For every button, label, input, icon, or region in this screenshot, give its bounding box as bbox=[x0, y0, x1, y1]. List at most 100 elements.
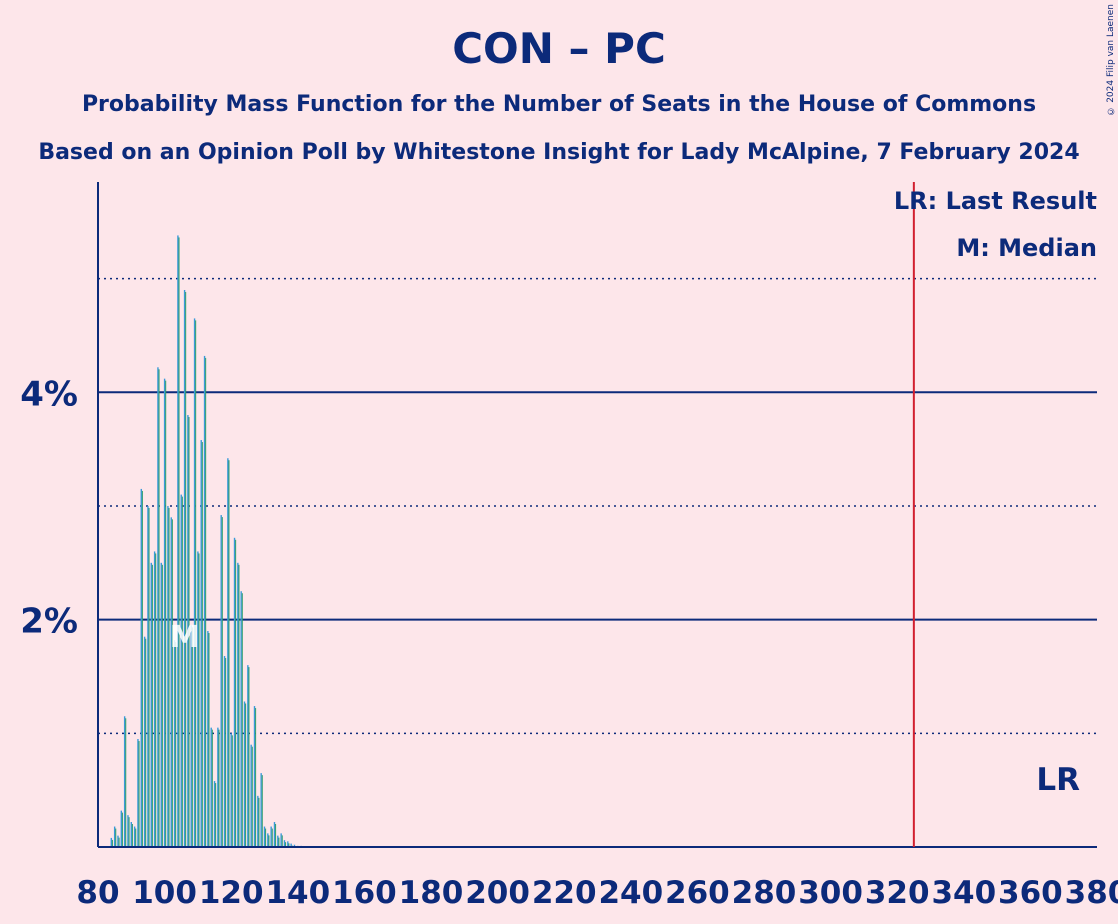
chart-source: Based on an Opinion Poll by Whitestone I… bbox=[38, 140, 1080, 165]
bar-shade bbox=[251, 746, 253, 847]
bar-shade bbox=[205, 357, 207, 847]
x-tick-label: 240 bbox=[598, 875, 663, 911]
y-tick-labels: 2% 4% bbox=[20, 374, 78, 641]
bar-shade bbox=[148, 507, 150, 847]
bar bbox=[267, 833, 269, 847]
bar-shade bbox=[275, 823, 277, 847]
bar-shade bbox=[215, 783, 217, 847]
bar bbox=[140, 488, 142, 847]
bar bbox=[237, 562, 239, 847]
bar-shade bbox=[268, 835, 270, 847]
bar bbox=[213, 781, 216, 847]
x-tick-label: 340 bbox=[931, 875, 996, 911]
bar bbox=[263, 826, 266, 847]
bar-shade bbox=[285, 842, 287, 847]
bar-shade bbox=[131, 823, 133, 847]
bar bbox=[147, 505, 149, 847]
y-tick-label: 2% bbox=[20, 602, 78, 642]
bar bbox=[120, 810, 123, 847]
bar-shade bbox=[168, 507, 170, 847]
bar-shade bbox=[175, 642, 177, 847]
bar bbox=[183, 289, 186, 847]
bar-shade bbox=[111, 839, 113, 847]
bar-shade bbox=[238, 564, 240, 847]
x-tick-label: 100 bbox=[132, 875, 197, 911]
bar bbox=[207, 631, 209, 847]
y-tick-label: 4% bbox=[20, 374, 78, 414]
bar-shade bbox=[265, 828, 267, 847]
bar-shade bbox=[228, 460, 230, 847]
bar-shade bbox=[211, 729, 213, 847]
bar bbox=[197, 551, 199, 847]
bar bbox=[217, 727, 219, 847]
bar-shade bbox=[188, 417, 190, 847]
bar bbox=[180, 494, 182, 847]
bar-shade bbox=[258, 797, 260, 847]
x-tick-label: 380 bbox=[1065, 875, 1118, 911]
bar-shade bbox=[245, 703, 247, 847]
bar-shade bbox=[281, 835, 283, 847]
bar bbox=[250, 744, 252, 847]
bar-shade bbox=[271, 828, 273, 847]
bar bbox=[150, 562, 152, 847]
bar bbox=[203, 355, 206, 847]
x-tick-label: 300 bbox=[798, 875, 863, 911]
bar-shade bbox=[201, 442, 203, 847]
x-tick-label: 260 bbox=[665, 875, 730, 911]
bar-shade bbox=[145, 638, 147, 847]
bar bbox=[247, 665, 249, 847]
bar-shade bbox=[255, 708, 257, 847]
bar-shade bbox=[141, 490, 143, 847]
bar bbox=[240, 591, 242, 847]
bar-shade bbox=[191, 627, 193, 847]
gridlines bbox=[98, 277, 1097, 735]
bar bbox=[170, 517, 172, 847]
x-tick-label: 120 bbox=[199, 875, 264, 911]
bar bbox=[127, 815, 129, 847]
bar-shade bbox=[138, 741, 140, 847]
bar-shade bbox=[185, 291, 187, 847]
bar bbox=[193, 318, 196, 847]
bar-shade bbox=[231, 735, 233, 847]
bar bbox=[190, 625, 192, 847]
x-tick-label: 140 bbox=[265, 875, 330, 911]
bar-shade bbox=[288, 843, 290, 847]
axes bbox=[97, 182, 1097, 848]
bar-shade bbox=[128, 817, 130, 847]
bar bbox=[160, 562, 162, 847]
x-tick-labels: 80 100 120 140 160 180 200 220 240 260 280 300 320 34… bbox=[76, 875, 1118, 911]
bar-shade bbox=[161, 564, 163, 847]
bar-shade bbox=[115, 828, 117, 847]
legend-last-result: LR: Last Result bbox=[894, 187, 1097, 215]
x-tick-label: 180 bbox=[399, 875, 464, 911]
bar bbox=[200, 440, 202, 847]
bar-shade bbox=[171, 519, 173, 847]
lr-marker: LR bbox=[1036, 762, 1080, 798]
chart-title: CON – PC bbox=[452, 24, 666, 73]
bars bbox=[110, 235, 309, 847]
x-tick-label: 280 bbox=[732, 875, 797, 911]
bar-shade bbox=[241, 593, 243, 847]
bar-shade bbox=[155, 553, 157, 847]
annotations: LR: Last Result M: Median LR M bbox=[170, 182, 1097, 847]
bar-shade bbox=[198, 553, 200, 847]
bar bbox=[293, 844, 296, 847]
bar-shade bbox=[261, 775, 263, 847]
bar-shade bbox=[121, 812, 123, 847]
bar bbox=[243, 701, 246, 847]
bar-shade bbox=[218, 729, 220, 847]
bar-shade bbox=[151, 564, 153, 847]
bar bbox=[273, 821, 276, 847]
x-tick-label: 80 bbox=[76, 875, 119, 911]
bar-shade bbox=[235, 539, 237, 847]
legend-median: M: Median bbox=[956, 234, 1097, 262]
bar bbox=[283, 840, 286, 847]
bar bbox=[187, 415, 189, 847]
bar bbox=[133, 826, 136, 847]
bar bbox=[253, 706, 256, 847]
bar bbox=[230, 733, 232, 847]
bar-shade bbox=[118, 837, 120, 847]
bar-shade bbox=[248, 667, 250, 847]
bar bbox=[117, 835, 119, 847]
bar-shade bbox=[181, 496, 183, 847]
